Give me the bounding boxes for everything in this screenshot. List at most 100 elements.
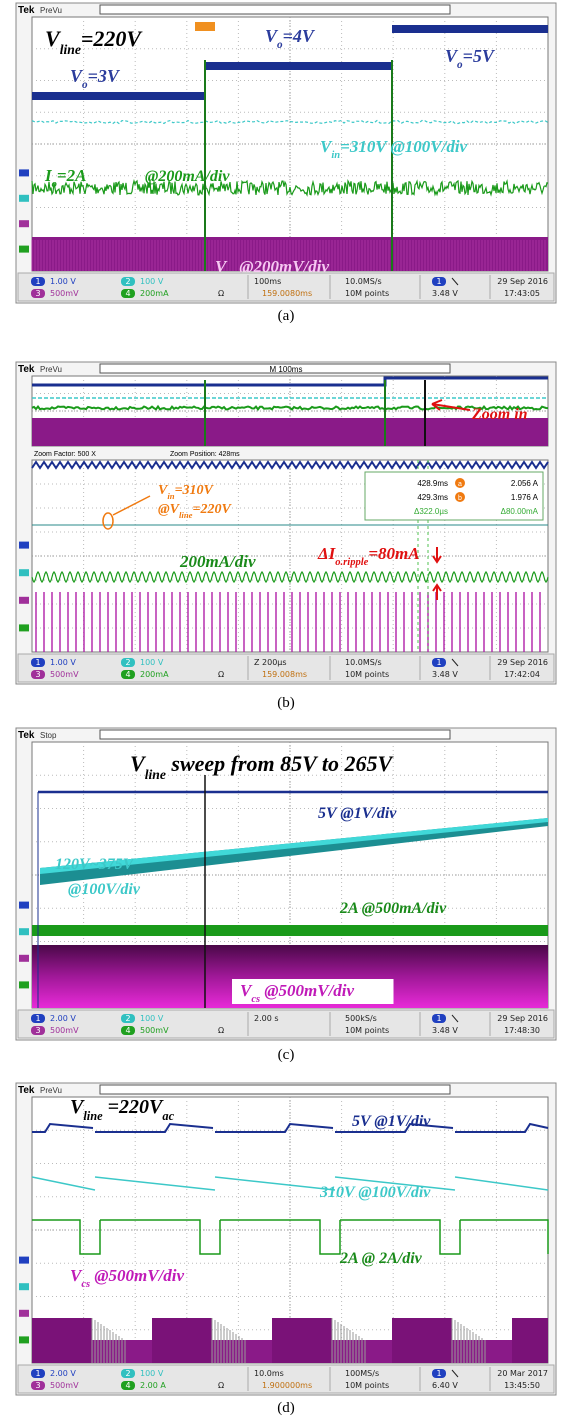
- annotation-text: 2A @ 2A/div: [339, 1250, 423, 1267]
- subscript: in: [331, 150, 340, 161]
- caption: (d): [277, 1400, 295, 1416]
- subscript: line: [179, 510, 193, 520]
- channel-scale: 100 V: [140, 277, 164, 286]
- channel-scale: 200mA: [140, 289, 169, 298]
- ground-marker: [19, 981, 29, 988]
- annotation-text: =4V: [283, 26, 316, 46]
- horizontal-scale: M 100ms: [270, 365, 303, 374]
- timebase: 10.0ms: [254, 1369, 284, 1378]
- timebase: 2.00 s: [254, 1014, 279, 1023]
- zoom-position: Zoom Position: 428ms: [170, 451, 240, 458]
- channel-number: 2: [125, 1014, 130, 1023]
- timebase: Z 200µs: [254, 658, 287, 667]
- channel-number: 1: [35, 1369, 40, 1378]
- annotation-text: =220V: [81, 26, 144, 51]
- annotation-text: 2A @500mA/div: [339, 900, 447, 917]
- channel-number: 1: [35, 1014, 40, 1023]
- channel-number: 3: [35, 670, 40, 679]
- annotation: 2A @500mA/div: [339, 900, 447, 917]
- time: 17:48:30: [504, 1026, 540, 1035]
- channel-scale: 2.00 V: [50, 1014, 76, 1023]
- subscript: cs: [81, 1279, 90, 1290]
- channel-number: 3: [35, 289, 40, 298]
- trace-band: [512, 1318, 548, 1363]
- ground-marker: [19, 542, 29, 549]
- annotation-text: =310V: [175, 483, 215, 498]
- subscript: o.ripple: [335, 557, 368, 568]
- brand: Tek: [18, 730, 35, 741]
- caption: (a): [278, 308, 295, 324]
- trigger-marker: [195, 22, 215, 31]
- channel-scale: 100 V: [140, 1369, 164, 1378]
- annotation-text: @200mA/div: [145, 168, 230, 185]
- record-length: 10M points: [345, 670, 389, 679]
- channel-scale: 1.00 V: [50, 658, 76, 667]
- trace-band: [392, 25, 548, 33]
- annotation: 200mA/div: [179, 552, 256, 571]
- caption: (c): [278, 1047, 295, 1063]
- ground-marker: [19, 955, 29, 962]
- ground-marker: [19, 597, 29, 604]
- ground-marker: [19, 1310, 29, 1317]
- channel-number: 4: [125, 670, 130, 679]
- ground-marker: [19, 246, 29, 253]
- trace-band: [32, 925, 548, 936]
- brand: Tek: [18, 1085, 35, 1096]
- annotation-text: =3V: [88, 66, 121, 86]
- trigger-level: 3.48 V: [432, 289, 458, 298]
- annotation-text: sweep from 85V to 265V: [166, 751, 395, 776]
- annotation: 5V @1V/div: [352, 1113, 431, 1130]
- annotation-text: Zoom in: [471, 406, 528, 423]
- trace-band: [32, 92, 205, 100]
- sample-rate: 500kS/s: [345, 1014, 377, 1023]
- date: 29 Sep 2016: [497, 658, 548, 667]
- trigger-level: 6.40 V: [432, 1381, 458, 1390]
- cursor-badge-label: a: [458, 481, 462, 488]
- channel-scale: 500mV: [50, 1026, 79, 1035]
- channel-number: 4: [125, 1381, 130, 1390]
- record-length: 10M points: [345, 1026, 389, 1035]
- annotation: @200mA/div: [145, 168, 230, 185]
- trigger-level: 3.48 V: [432, 1026, 458, 1035]
- annotation: 2A @ 2A/div: [339, 1250, 423, 1267]
- record-length: 10M points: [345, 1381, 389, 1390]
- annotation: 310V @100V/div: [319, 1184, 431, 1201]
- time: 17:43:05: [504, 289, 540, 298]
- channel-scale: 2.00 V: [50, 1369, 76, 1378]
- mode: PreVu: [40, 365, 62, 374]
- caption: (b): [277, 695, 295, 711]
- time: 13:45:50: [504, 1381, 540, 1390]
- annotation-text: @100V/div: [68, 881, 141, 898]
- ground-marker: [19, 1336, 29, 1343]
- annotation-text: 310V @100V/div: [319, 1184, 431, 1201]
- channel-scale: 500mV: [50, 289, 79, 298]
- channel-number: 3: [35, 1026, 40, 1035]
- annotation-text: =220V: [103, 1096, 164, 1118]
- annotation-text: =5V: [463, 46, 496, 66]
- zoom-factor: Zoom Factor: 500 X: [34, 451, 96, 458]
- trace-band: [32, 418, 548, 446]
- annotation-text: 200mA/div: [179, 552, 256, 571]
- channel-impedance: Ω: [218, 670, 224, 679]
- channel-scale: 1.00 V: [50, 277, 76, 286]
- annotation-text: ΔI: [317, 544, 337, 563]
- trigger-channel: 1: [436, 1014, 441, 1023]
- trace-band: [392, 1318, 452, 1363]
- subscript: ac: [162, 1109, 174, 1123]
- annotation-text: 5V @1V/div: [318, 805, 397, 822]
- trigger-position: 159.0080ms: [262, 289, 312, 298]
- cursor-badge-label: b: [458, 495, 462, 502]
- timebase: 100ms: [254, 277, 281, 286]
- subscript: line: [83, 1109, 103, 1123]
- channel-scale: 2.00 A: [140, 1381, 166, 1390]
- ground-marker: [19, 624, 29, 631]
- sample-rate: 10.0MS/s: [345, 658, 382, 667]
- trigger-channel: 1: [436, 1369, 441, 1378]
- channel-scale: 200mA: [140, 670, 169, 679]
- annotation-text: 5V @1V/div: [352, 1113, 431, 1130]
- trigger-position: 1.900000ms: [262, 1381, 312, 1390]
- cursor-time: 429.3ms: [417, 493, 448, 502]
- annotation-text: =2A: [57, 166, 87, 185]
- record-bar: [100, 5, 450, 14]
- ground-marker: [19, 220, 29, 227]
